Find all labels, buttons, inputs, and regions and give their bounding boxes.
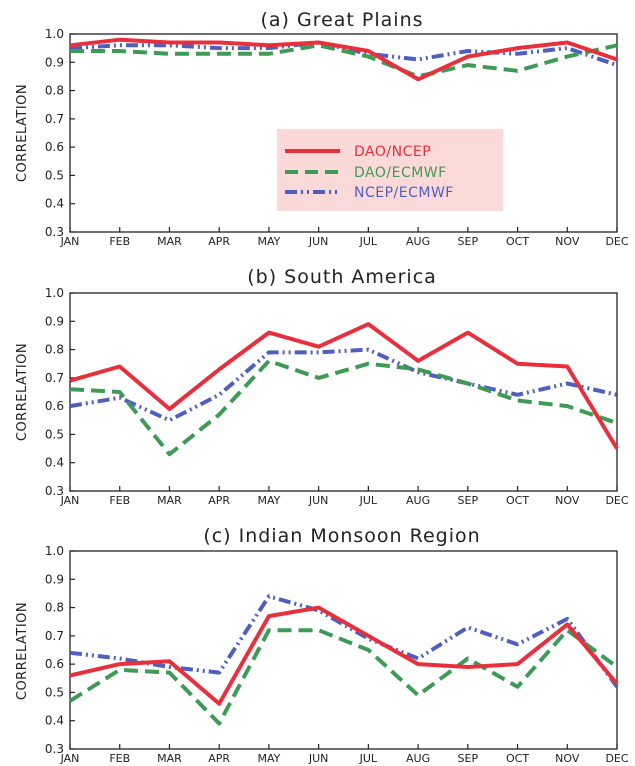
y-tick-label: 0.4: [45, 714, 64, 728]
x-tick-label: SEP: [458, 235, 479, 248]
axis-frame: [69, 33, 618, 233]
y-tick-label: 0.3: [45, 484, 64, 498]
x-tick-label: FEB: [109, 494, 130, 507]
y-tick-label: 0.5: [45, 427, 64, 441]
x-tick-label: AUG: [406, 494, 430, 507]
y-tick-label: 0.9: [45, 55, 64, 69]
panel-title: (a) Great Plains: [260, 9, 423, 31]
panel-indian-monsoon-region: (c) Indian Monsoon Region CORRELATION 0.…: [15, 525, 629, 765]
plot-area: 0.3 0.4 0.5 0.6 0.7 0.8 0.9 1.0 JAN FEB MAR APR MAY J…: [45, 27, 629, 248]
x-tick-label: AUG: [406, 752, 430, 765]
y-axis-label: CORRELATION: [15, 343, 30, 441]
panel-title: (b) South America: [247, 266, 437, 288]
x-tick-label: MAY: [257, 494, 280, 507]
y-axis-label: CORRELATION: [15, 84, 30, 182]
x-tick-label: MAR: [157, 494, 182, 507]
y-tick-label: 0.3: [45, 742, 64, 756]
x-tick-label: MAY: [257, 235, 280, 248]
x-tick-label: OCT: [506, 494, 529, 507]
y-tick-label: 0.3: [45, 225, 64, 239]
x-tick-label: MAR: [157, 235, 182, 248]
series-line-dao-ncep: [69, 37, 618, 82]
panel-great-plains: (a) Great Plains CORRELATION 0.30.40.50.…: [15, 9, 629, 248]
y-tick-label: 0.4: [45, 197, 64, 211]
series-line-dao-ecmwf: [68, 628, 619, 726]
y-tick-label: 0.6: [45, 399, 64, 413]
x-tick-label: AUG: [406, 235, 430, 248]
plot-area: 0.3 0.4 0.5 0.6 0.7 0.8 0.9 1.0 JAN FEB MAR APR MAY J…: [45, 286, 629, 507]
series-line-ncep-ecmwf: [69, 347, 618, 423]
x-tick-label: JUN: [308, 235, 329, 248]
series-line-dao-ecmwf: [69, 358, 618, 457]
x-tick-label: NOV: [555, 494, 580, 507]
x-tick-label: DEC: [605, 752, 628, 765]
x-tick-label: JAN: [60, 235, 80, 248]
x-tick-label: MAR: [157, 752, 182, 765]
legend-label-dao-ecmwf: DAO/ECMWF: [354, 165, 447, 181]
series-line-dao-ecmwf: [70, 43, 618, 79]
y-axis-label: CORRELATION: [15, 602, 30, 700]
y-tick-label: 1.0: [45, 544, 64, 558]
x-tick-label: DEC: [605, 494, 628, 507]
x-tick-label: JUL: [359, 494, 378, 507]
y-tick-label: 0.8: [45, 343, 64, 357]
y-tick-label: 0.7: [45, 629, 64, 643]
y-tick-label: 0.7: [45, 371, 64, 385]
series-line-ncep-ecmwf: [69, 594, 619, 688]
x-tick-label: FEB: [109, 752, 130, 765]
y-tick-label: 0.8: [45, 84, 64, 98]
y-tick-label: 0.7: [45, 112, 64, 126]
panel-title: (c) Indian Monsoon Region: [203, 525, 480, 547]
y-tick-label: 0.9: [45, 314, 64, 328]
x-tick-label: JUN: [308, 494, 329, 507]
x-tick-label: MAY: [257, 752, 280, 765]
series-line-dao-ncep: [69, 322, 619, 450]
y-tick-label: 0.9: [45, 572, 64, 586]
y-tick-label: 0.4: [45, 456, 64, 470]
x-tick-label: DEC: [605, 235, 628, 248]
x-tick-label: JUL: [359, 235, 378, 248]
axis-frame: [69, 550, 618, 750]
y-tick-label: 1.0: [45, 27, 64, 41]
x-tick-label: OCT: [506, 235, 529, 248]
legend: DAO/NCEP DAO/ECMWF NCEP/ECMWF: [277, 129, 503, 211]
y-tick-label: 0.5: [45, 685, 64, 699]
legend-label-dao-ncep: DAO/NCEP: [354, 144, 431, 160]
x-tick-label: JAN: [60, 494, 80, 507]
panel-south-america: (b) South America CORRELATION 0.30.40.50…: [15, 266, 629, 507]
x-tick-label: APR: [208, 752, 230, 765]
x-tick-label: JAN: [60, 752, 80, 765]
x-tick-label: JUL: [359, 752, 378, 765]
x-tick-label: SEP: [458, 494, 479, 507]
axis-frame: [69, 292, 618, 492]
y-tick-label: 0.8: [45, 601, 64, 615]
x-tick-label: FEB: [109, 235, 130, 248]
x-tick-label: OCT: [506, 752, 529, 765]
y-tick-label: 0.6: [45, 657, 64, 671]
x-tick-label: APR: [208, 494, 230, 507]
x-tick-label: JUN: [308, 752, 329, 765]
y-tick-label: 0.5: [45, 168, 64, 182]
x-tick-label: NOV: [555, 752, 580, 765]
plot-area: 0.3 0.4 0.5 0.6 0.7 0.8 0.9 1.0 JAN FEB MAR APR MAY J…: [45, 544, 629, 765]
y-tick-label: 0.6: [45, 140, 64, 154]
x-tick-label: APR: [208, 235, 230, 248]
legend-label-ncep-ecmwf: NCEP/ECMWF: [354, 185, 454, 201]
x-tick-label: NOV: [555, 235, 580, 248]
x-tick-label: SEP: [458, 752, 479, 765]
y-tick-label: 1.0: [45, 286, 64, 300]
series-line-dao-ncep: [69, 605, 619, 706]
